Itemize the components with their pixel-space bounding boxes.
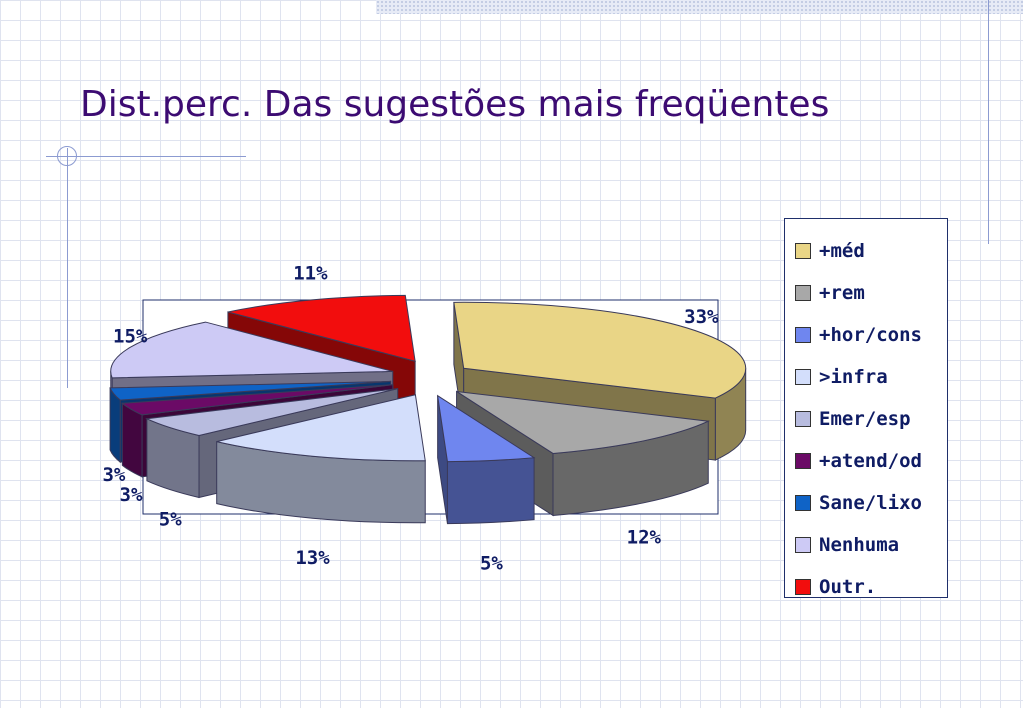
legend-label: Nenhuma bbox=[819, 534, 900, 556]
decorative-vertical-line bbox=[67, 148, 68, 388]
pie-slice-1-top bbox=[453, 301, 747, 399]
slide-title: Dist.perc. Das sugestões mais freqüentes bbox=[80, 84, 830, 125]
legend-item-7: Sane/lixo bbox=[785, 482, 947, 524]
data-label-9: 11% bbox=[293, 263, 328, 285]
legend-list: +méd +rem +hor/cons >infra Emer/esp +atend/od… bbox=[785, 230, 947, 608]
pie-slice-3-top bbox=[436, 394, 536, 463]
pie-slices bbox=[109, 294, 747, 525]
decorative-circle bbox=[57, 146, 77, 166]
legend-label: +atend/od bbox=[819, 450, 922, 472]
legend-label: +rem bbox=[819, 282, 865, 304]
legend-item-2: +rem bbox=[785, 272, 947, 314]
legend-label: >infra bbox=[819, 366, 888, 388]
legend-item-8: Nenhuma bbox=[785, 524, 947, 566]
decorative-right-line bbox=[988, 0, 989, 244]
legend-label: Outr. bbox=[819, 576, 877, 598]
legend-swatch bbox=[795, 369, 811, 385]
pie-slice-6-top bbox=[121, 384, 393, 416]
data-label-8: 15% bbox=[113, 326, 148, 348]
legend-item-4: >infra bbox=[785, 356, 947, 398]
pie-data-labels: 33% 12% 5% 13% 5% 3%3% 15% 11% bbox=[102, 263, 719, 575]
legend-label: Emer/esp bbox=[819, 408, 911, 430]
data-label-1: 33% bbox=[684, 306, 719, 328]
legend-swatch bbox=[795, 495, 811, 511]
data-label-7: 3% bbox=[102, 464, 125, 486]
legend-label: Sane/lixo bbox=[819, 492, 922, 514]
legend-item-5: Emer/esp bbox=[785, 398, 947, 440]
legend-item-3: +hor/cons bbox=[785, 314, 947, 356]
chart-legend: +méd +rem +hor/cons >infra Emer/esp +atend/od… bbox=[784, 218, 948, 598]
legend-swatch bbox=[795, 327, 811, 343]
pie-slice-9-top bbox=[227, 294, 416, 362]
data-label-4: 13% bbox=[295, 547, 330, 569]
data-label-3: 5% bbox=[480, 552, 503, 574]
legend-swatch bbox=[795, 537, 811, 553]
legend-label: +méd bbox=[819, 240, 865, 262]
pie-slice-3-rim bbox=[446, 457, 535, 525]
legend-item-1: +méd bbox=[785, 230, 947, 272]
legend-item-9: Outr. bbox=[785, 566, 947, 608]
legend-swatch bbox=[795, 243, 811, 259]
data-label-6: 3% bbox=[120, 484, 143, 506]
legend-item-6: +atend/od bbox=[785, 440, 947, 482]
pie-slice-4 bbox=[216, 394, 426, 524]
pie-slice-5-top bbox=[145, 388, 398, 436]
top-decorative-band bbox=[376, 0, 1023, 14]
legend-swatch bbox=[795, 579, 811, 595]
legend-swatch bbox=[795, 411, 811, 427]
pie-slice-4-top bbox=[216, 394, 426, 462]
pie-slice-8-top bbox=[110, 321, 393, 379]
legend-swatch bbox=[795, 285, 811, 301]
decorative-horizontal-line bbox=[46, 156, 246, 157]
pie-slice-2-top bbox=[456, 390, 711, 454]
legend-swatch bbox=[795, 453, 811, 469]
data-label-5: 5% bbox=[159, 509, 182, 531]
pie-slice-7-top bbox=[109, 380, 391, 401]
legend-label: +hor/cons bbox=[819, 324, 922, 346]
data-label-2: 12% bbox=[627, 526, 662, 548]
pie-slice-3 bbox=[436, 394, 536, 525]
